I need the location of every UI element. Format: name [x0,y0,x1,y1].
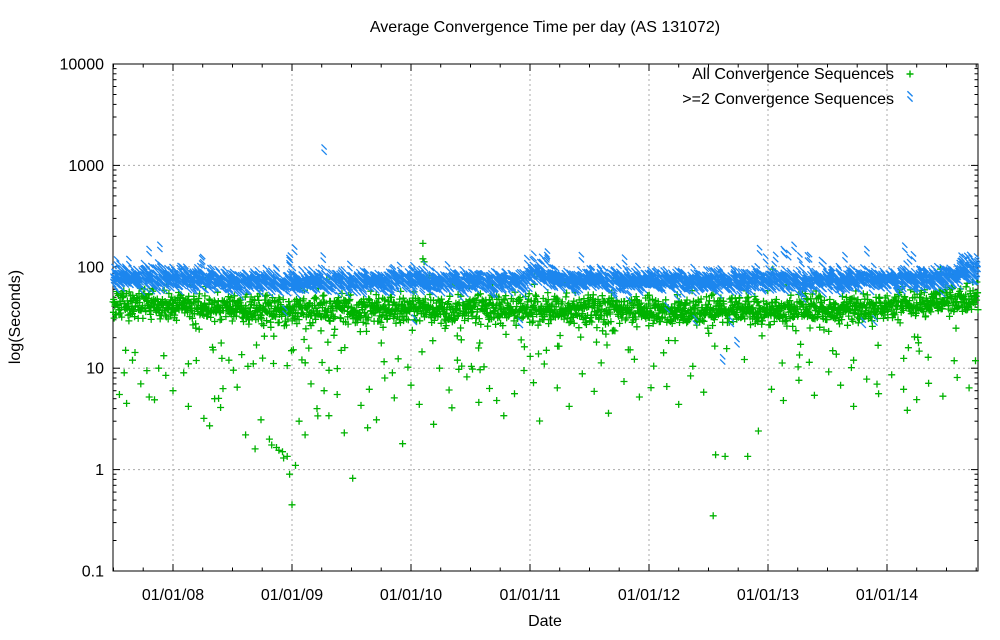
x-tick-label: 01/01/14 [856,587,918,604]
y-tick-label: 10000 [60,57,105,74]
x-tick-label: 01/01/12 [618,587,680,604]
legend-item-ge2: >=2 Convergence Sequences [682,90,914,108]
x-axis-label: Date [528,613,562,630]
y-tick-labels: 10000 1000 100 10 1 0.1 [60,57,105,581]
legend-label-ge2: >=2 Convergence Sequences [682,91,894,108]
x-tick-labels: 01/01/08 01/01/09 01/01/10 01/01/11 01/01/12… [142,587,918,604]
series-all-convergence-points [109,239,982,520]
y-tick-label: 100 [77,259,104,276]
y-tick-label: 10 [86,361,104,378]
y-tick-label: 1000 [68,158,104,175]
y-axis-label: log(Seconds) [7,270,24,364]
gridlines [113,64,978,571]
plus-marker-icon [906,70,914,78]
x-tick-label: 01/01/13 [737,587,799,604]
cross-marker-icon [906,90,914,103]
x-tick-label: 01/01/09 [261,587,323,604]
chart-title: Average Convergence Time per day (AS 131… [370,19,720,36]
legend-label-all: All Convergence Sequences [692,66,894,83]
x-tick-label: 01/01/08 [142,587,204,604]
legend: All Convergence Sequences >=2 Convergenc… [682,66,914,108]
legend-item-all: All Convergence Sequences [692,66,914,83]
x-tick-label: 01/01/11 [499,587,560,604]
x-tick-label: 01/01/10 [380,587,442,604]
series-ge2-convergence-points [109,143,982,366]
y-tick-label: 0.1 [82,564,104,581]
y-tick-label: 1 [95,462,104,479]
